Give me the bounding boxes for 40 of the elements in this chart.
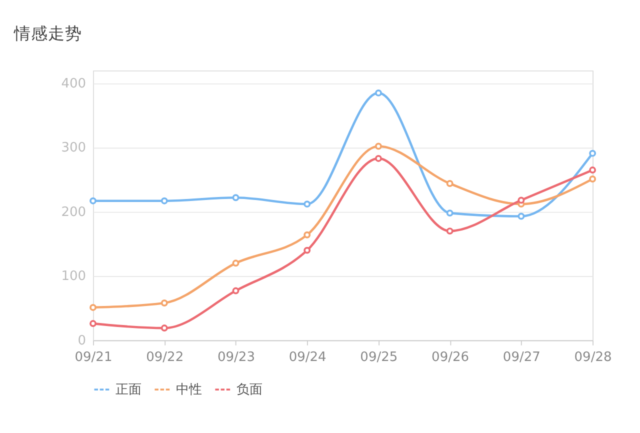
point	[304, 200, 311, 208]
point	[446, 210, 454, 217]
point	[374, 142, 382, 150]
point	[589, 176, 596, 182]
x-tick-label: 09/23	[217, 350, 255, 366]
point	[90, 304, 96, 311]
point	[304, 231, 311, 238]
point	[232, 287, 240, 294]
point	[446, 180, 454, 187]
point	[518, 212, 525, 220]
point	[160, 324, 168, 332]
y-tick-label: 300	[61, 140, 86, 156]
y-tick-label: 200	[61, 204, 86, 220]
x-tick-label: 09/27	[502, 350, 540, 366]
x-tick-label: 09/25	[360, 350, 398, 366]
point	[374, 89, 382, 96]
x-tick-label: 09/24	[288, 350, 326, 366]
point	[232, 260, 240, 267]
x-tick-label: 09/21	[74, 350, 112, 366]
point	[589, 166, 596, 174]
legend-label: 中性	[176, 382, 202, 398]
point	[90, 320, 96, 328]
chart-title: 情感走势	[13, 22, 82, 43]
point	[160, 300, 168, 306]
point	[518, 196, 525, 204]
point	[374, 154, 382, 162]
x-tick-label: 09/28	[574, 350, 612, 366]
x-tick-label: 09/26	[432, 350, 470, 366]
y-tick-label: 100	[61, 269, 86, 284]
x-tick-label: 09/22	[146, 350, 184, 366]
point	[232, 194, 240, 202]
legend-label: 负面	[236, 382, 262, 398]
point	[304, 246, 311, 254]
point	[90, 197, 96, 204]
y-tick-label: 0	[78, 333, 86, 348]
point	[589, 150, 596, 157]
point	[160, 197, 168, 204]
y-tick-label: 400	[61, 76, 86, 92]
legend-label: 正面	[115, 382, 142, 398]
point	[446, 228, 454, 235]
